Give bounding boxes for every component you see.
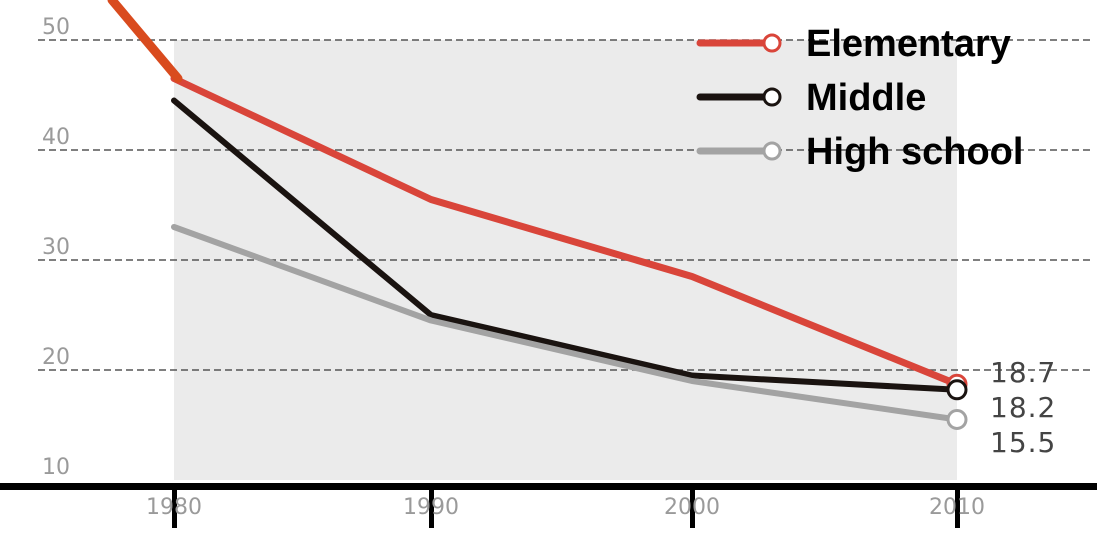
end-value-label: 18.7 — [990, 356, 1056, 389]
legend-marker — [764, 89, 780, 105]
y-axis-ticks: 10 20 30 40 50 — [42, 15, 70, 480]
legend-marker — [764, 35, 780, 51]
legend-label: Elementary — [806, 23, 1011, 65]
end-value-label: 18.2 — [990, 391, 1056, 424]
end-value-label: 15.5 — [990, 426, 1056, 459]
y-tick-label: 30 — [42, 235, 70, 260]
x-tick-label: 1980 — [146, 495, 202, 520]
series-end-marker — [948, 381, 966, 399]
legend-marker — [764, 143, 780, 159]
x-axis-line — [0, 483, 1097, 490]
legend-label: Middle — [806, 77, 926, 119]
x-tick-label: 1990 — [403, 495, 459, 520]
x-tick-label: 2010 — [929, 495, 985, 520]
x-axis-ticks: 1980 1990 2000 2010 — [146, 495, 985, 520]
end-value-labels: 18.718.215.5 — [990, 356, 1056, 459]
y-tick-label: 40 — [42, 125, 70, 150]
legend: Elementary Middle High school — [700, 23, 1023, 173]
x-tick-label: 2000 — [664, 495, 720, 520]
series-end-marker — [948, 411, 966, 429]
legend-label: High school — [806, 131, 1023, 173]
y-tick-label: 10 — [42, 455, 70, 480]
y-tick-label: 20 — [42, 345, 70, 370]
y-tick-label: 50 — [42, 15, 70, 40]
